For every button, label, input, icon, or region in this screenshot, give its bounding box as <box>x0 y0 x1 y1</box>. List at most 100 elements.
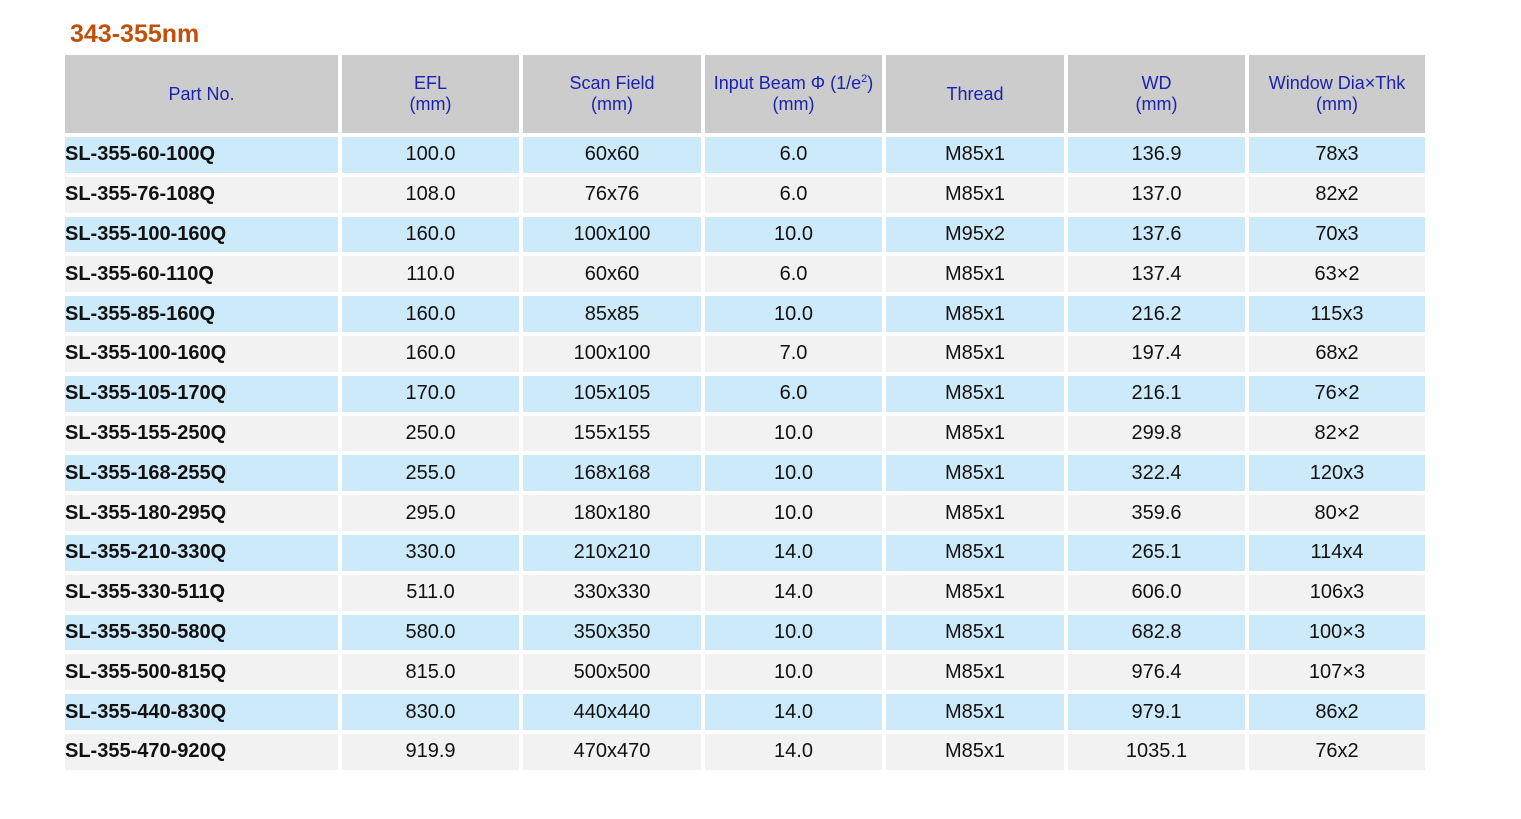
table-cell: 14.0 <box>705 574 882 611</box>
table-cell: 14.0 <box>705 534 882 571</box>
table-cell: 330x330 <box>523 574 701 611</box>
table-cell: 114x4 <box>1249 534 1425 571</box>
part-number-cell: SL-355-100-160Q <box>65 335 338 372</box>
header-cell: WD (mm) <box>1068 55 1245 133</box>
table-cell: 830.0 <box>342 694 519 730</box>
header-unit: (mm) <box>591 94 633 114</box>
table-cell: 979.1 <box>1068 694 1245 730</box>
table-cell: 350x350 <box>523 614 701 651</box>
table-cell: M95x2 <box>886 216 1064 253</box>
table-cell: 155x155 <box>523 415 701 452</box>
table-cell: 85x85 <box>523 296 701 332</box>
table-cell: 76x2 <box>1249 733 1425 770</box>
table-cell: 6.0 <box>705 375 882 412</box>
table-cell: M85x1 <box>886 296 1064 332</box>
table-cell: 265.1 <box>1068 534 1245 571</box>
table-cell: 137.4 <box>1068 256 1245 293</box>
table-cell: 106x3 <box>1249 574 1425 611</box>
header-superscript: 2 <box>861 73 868 85</box>
table-cell: M85x1 <box>886 176 1064 213</box>
table-cell: M85x1 <box>886 335 1064 372</box>
table-row: SL-355-60-110Q 110.0 60x60 6.0 M85x1 137.4 63×… <box>65 256 1425 293</box>
table-cell: 976.4 <box>1068 654 1245 691</box>
table-cell: 160.0 <box>342 216 519 253</box>
table-cell: M85x1 <box>886 137 1064 173</box>
table-cell: 500x500 <box>523 654 701 691</box>
table-cell: 10.0 <box>705 495 882 531</box>
table-row: SL-355-350-580Q 580.0 350x350 10.0 M85x1 682.… <box>65 614 1425 651</box>
table-cell: 295.0 <box>342 495 519 531</box>
table-cell: 815.0 <box>342 654 519 691</box>
part-number-cell: SL-355-330-511Q <box>65 574 338 611</box>
table-cell: 10.0 <box>705 654 882 691</box>
table-row: SL-355-470-920Q 919.9 470x470 14.0 M85x1 1035… <box>65 733 1425 770</box>
table-cell: 100x100 <box>523 216 701 253</box>
table-cell: M85x1 <box>886 256 1064 293</box>
table-row: SL-355-105-170Q 170.0 105x105 6.0 M85x1 216.1… <box>65 375 1425 412</box>
table-cell: 7.0 <box>705 335 882 372</box>
table-cell: M85x1 <box>886 534 1064 571</box>
table-cell: 6.0 <box>705 256 882 293</box>
table-cell: M85x1 <box>886 654 1064 691</box>
table-cell: 137.0 <box>1068 176 1245 213</box>
table-cell: M85x1 <box>886 415 1064 452</box>
table-cell: 14.0 <box>705 694 882 730</box>
table-cell: 82x2 <box>1249 176 1425 213</box>
table-cell: 580.0 <box>342 614 519 651</box>
table-row: SL-355-100-160Q 160.0 100x100 7.0 M85x1 197.4… <box>65 335 1425 372</box>
table-cell: 682.8 <box>1068 614 1245 651</box>
header-cell: Window Dia×Thk (mm) <box>1249 55 1425 133</box>
table-cell: 606.0 <box>1068 574 1245 611</box>
header-cell: EFL (mm) <box>342 55 519 133</box>
table-cell: 6.0 <box>705 176 882 213</box>
header-unit: (mm) <box>409 94 452 114</box>
table-cell: 440x440 <box>523 694 701 730</box>
table-cell: 160.0 <box>342 335 519 372</box>
header-label: EFL <box>413 73 447 93</box>
table-row: SL-355-180-295Q 295.0 180x180 10.0 M85x1 359.… <box>65 495 1425 531</box>
table-cell: M85x1 <box>886 455 1064 492</box>
table-cell: 255.0 <box>342 455 519 492</box>
table-cell: 70x3 <box>1249 216 1425 253</box>
table-cell: 115x3 <box>1249 296 1425 332</box>
table-cell: 919.9 <box>342 733 519 770</box>
table-cell: M85x1 <box>886 733 1064 770</box>
table-cell: 110.0 <box>342 256 519 293</box>
table-cell: 10.0 <box>705 216 882 253</box>
part-number-cell: SL-355-210-330Q <box>65 534 338 571</box>
table-cell: M85x1 <box>886 375 1064 412</box>
table-cell: 105x105 <box>523 375 701 412</box>
part-number-cell: SL-355-60-110Q <box>65 256 338 293</box>
part-number-cell: SL-355-500-815Q <box>65 654 338 691</box>
table-cell: M85x1 <box>886 574 1064 611</box>
header-cell: Scan Field (mm) <box>523 55 701 133</box>
part-number-cell: SL-355-60-100Q <box>65 137 338 173</box>
table-cell: 359.6 <box>1068 495 1245 531</box>
table-cell: 330.0 <box>342 534 519 571</box>
table-cell: 76×2 <box>1249 375 1425 412</box>
table-cell: 210x210 <box>523 534 701 571</box>
table-cell: 137.6 <box>1068 216 1245 253</box>
table-cell: 80×2 <box>1249 495 1425 531</box>
table-cell: 14.0 <box>705 733 882 770</box>
table-cell: 68x2 <box>1249 335 1425 372</box>
header-label: Part No. <box>168 83 235 104</box>
table-cell: 299.8 <box>1068 415 1245 452</box>
table-cell: 10.0 <box>705 614 882 651</box>
part-number-cell: SL-355-350-580Q <box>65 614 338 651</box>
part-number-cell: SL-355-180-295Q <box>65 495 338 531</box>
table-cell: 216.2 <box>1068 296 1245 332</box>
header-cell: Input Beam Φ (1/e2) (mm) <box>705 55 882 133</box>
table-row: SL-355-85-160Q 160.0 85x85 10.0 M85x1 216.2 11… <box>65 296 1425 332</box>
table-cell: 160.0 <box>342 296 519 332</box>
table-cell: 107×3 <box>1249 654 1425 691</box>
table-cell: 78x3 <box>1249 137 1425 173</box>
table-cell: 511.0 <box>342 574 519 611</box>
table-body: SL-355-60-100Q 100.0 60x60 6.0 M85x1 136.9 78x… <box>65 137 1425 770</box>
table-cell: 60x60 <box>523 137 701 173</box>
table-row: SL-355-60-100Q 100.0 60x60 6.0 M85x1 136.9 78x… <box>65 137 1425 173</box>
table-cell: 1035.1 <box>1068 733 1245 770</box>
table-cell: 100×3 <box>1249 614 1425 651</box>
table-cell: 63×2 <box>1249 256 1425 293</box>
table-cell: 108.0 <box>342 176 519 213</box>
